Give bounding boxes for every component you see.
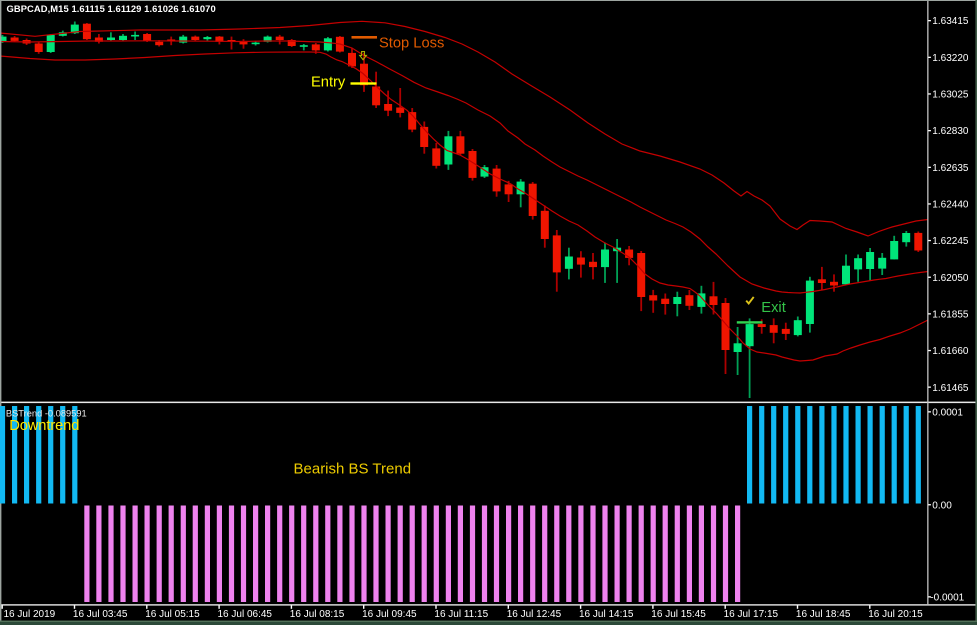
- svg-text:Entry: Entry: [311, 75, 346, 91]
- svg-text:Exit: Exit: [761, 300, 785, 316]
- svg-text:1.62245: 1.62245: [932, 236, 969, 247]
- svg-text:16 Jul 11:15: 16 Jul 11:15: [434, 609, 488, 620]
- svg-text:1.63220: 1.63220: [932, 53, 969, 64]
- svg-text:16 Jul 09:45: 16 Jul 09:45: [362, 609, 417, 620]
- svg-text:1.61465: 1.61465: [932, 383, 969, 394]
- svg-text:16 Jul 20:15: 16 Jul 20:15: [868, 609, 923, 620]
- svg-text:GBPCAD,M15 1.61115 1.61129 1.: GBPCAD,M15 1.61115 1.61129 1.61026 1.610…: [7, 3, 216, 14]
- svg-text:0.00: 0.00: [932, 500, 952, 511]
- svg-text:16 Jul 06:45: 16 Jul 06:45: [218, 609, 273, 620]
- svg-text:16 Jul 14:15: 16 Jul 14:15: [579, 609, 634, 620]
- svg-text:1.62635: 1.62635: [932, 163, 969, 174]
- svg-text:16 Jul 12:45: 16 Jul 12:45: [507, 609, 562, 620]
- svg-text:16 Jul 17:15: 16 Jul 17:15: [724, 609, 779, 620]
- svg-text:0.0001: 0.0001: [932, 407, 963, 418]
- svg-text:1.62440: 1.62440: [932, 200, 969, 211]
- svg-text:16 Jul 2019: 16 Jul 2019: [4, 609, 56, 620]
- svg-text:16 Jul 15:45: 16 Jul 15:45: [651, 609, 706, 620]
- svg-text:Downtrend: Downtrend: [9, 418, 79, 434]
- svg-text:16 Jul 05:15: 16 Jul 05:15: [145, 609, 200, 620]
- svg-text:16 Jul 18:45: 16 Jul 18:45: [796, 609, 851, 620]
- svg-text:16 Jul 03:45: 16 Jul 03:45: [73, 609, 128, 620]
- svg-text:16 Jul 08:15: 16 Jul 08:15: [290, 609, 345, 620]
- svg-text:Bearish BS Trend: Bearish BS Trend: [294, 460, 412, 477]
- svg-text:1.63415: 1.63415: [932, 16, 969, 27]
- svg-text:1.63025: 1.63025: [932, 90, 969, 101]
- svg-text:-0.0001: -0.0001: [930, 592, 964, 603]
- svg-text:1.62050: 1.62050: [932, 273, 969, 284]
- svg-text:1.61660: 1.61660: [932, 346, 969, 357]
- svg-text:Stop Loss: Stop Loss: [379, 36, 444, 52]
- svg-text:BSTrend -0.089591: BSTrend -0.089591: [6, 409, 87, 419]
- svg-text:1.62830: 1.62830: [932, 126, 969, 137]
- svg-text:1.61855: 1.61855: [932, 309, 969, 320]
